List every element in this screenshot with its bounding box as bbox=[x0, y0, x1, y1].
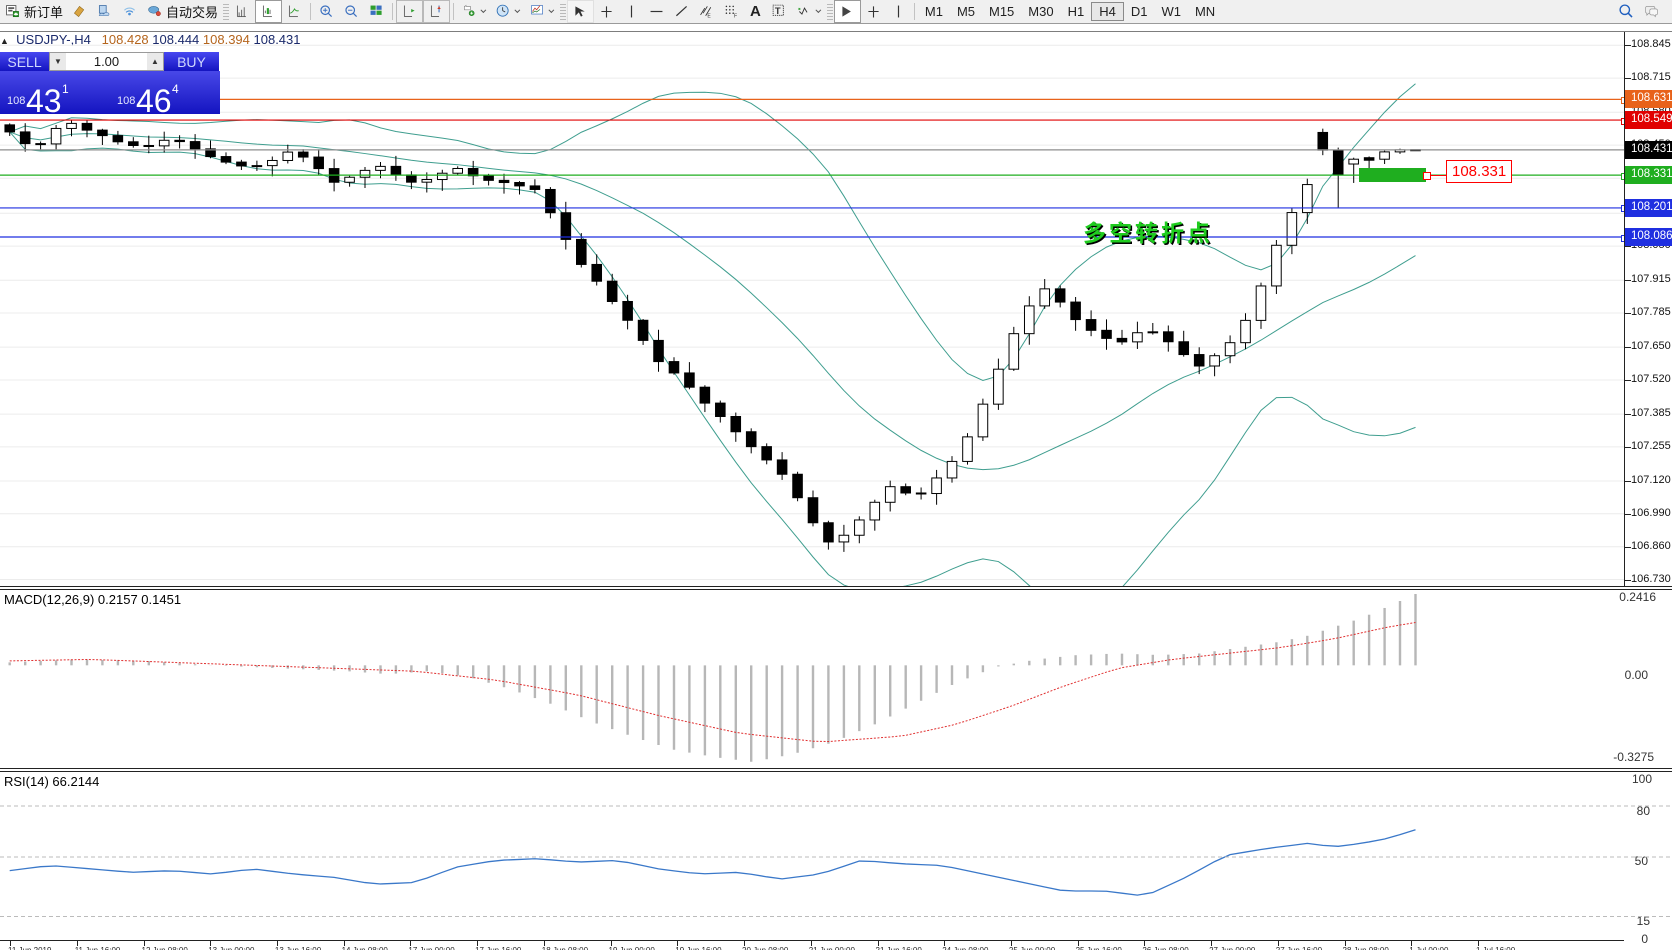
svg-text:T: T bbox=[775, 6, 781, 16]
svg-text:E: E bbox=[707, 13, 711, 19]
svg-text:F: F bbox=[734, 13, 737, 19]
